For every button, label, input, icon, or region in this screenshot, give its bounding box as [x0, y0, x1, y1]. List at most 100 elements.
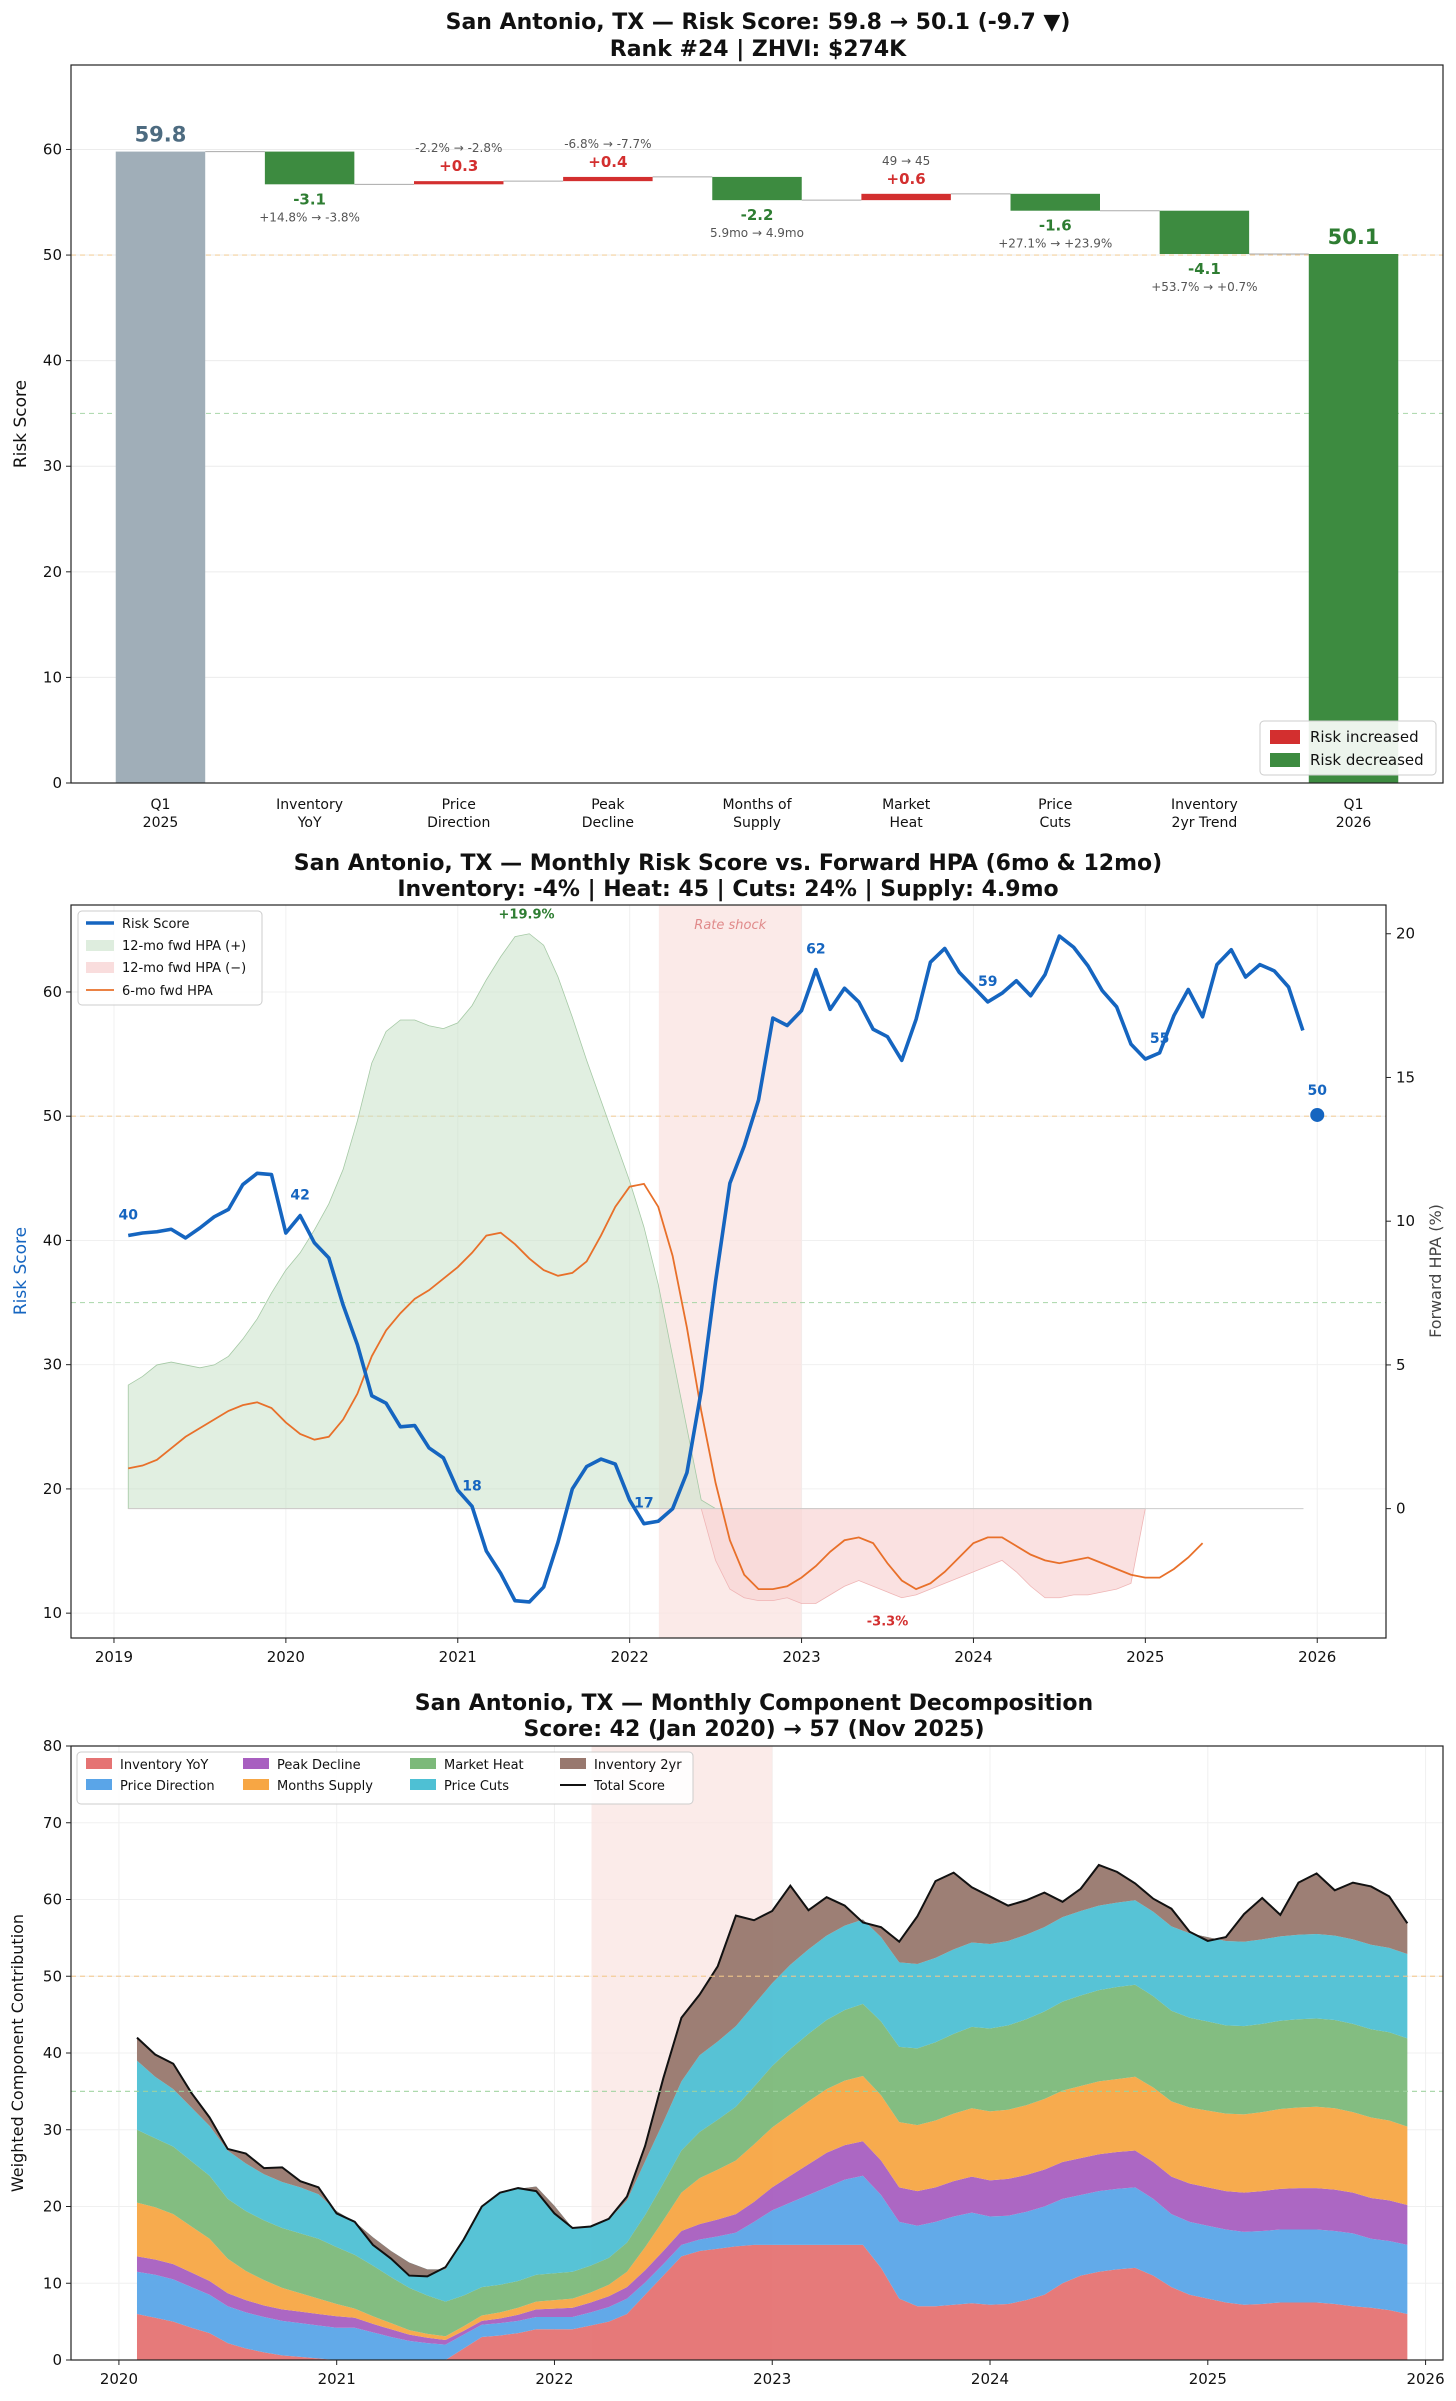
waterfall-start-value: 59.8 [135, 123, 187, 147]
line-x-tick-label: 2019 [95, 1648, 133, 1666]
line-y-tick-label: 50 [43, 1107, 62, 1125]
area-y-tick-label: 70 [43, 1814, 62, 1832]
waterfall-bar-start [115, 151, 206, 784]
line-y2-axis-label: Forward HPA (%) [1426, 1204, 1445, 1338]
rate-shock-label: Rate shock [694, 918, 766, 933]
area-legend-label: Months Supply [277, 1779, 373, 1794]
waterfall-bar-decrease [264, 151, 355, 185]
area-legend-label: Peak Decline [277, 1758, 361, 1773]
line-y2-tick-label: 0 [1396, 1500, 1406, 1518]
area-y-tick-label: 80 [43, 1737, 62, 1755]
waterfall-bar-end [1308, 254, 1399, 784]
waterfall-y-tick-label: 0 [52, 774, 62, 792]
waterfall-delta-label: +0.4 [588, 153, 627, 171]
waterfall-x-label: Months of Supply [722, 797, 792, 831]
area-series-price-cuts [136, 1900, 1408, 2302]
area-y-tick-label: 10 [43, 2274, 62, 2292]
waterfall-bar-increase [414, 181, 504, 185]
line-x-tick-label: 2023 [782, 1648, 820, 1666]
waterfall-x-label: Inventory YoY [276, 797, 343, 831]
area-legend-swatch [410, 1758, 436, 1769]
risk-score-annotation: 17 [634, 1496, 653, 1512]
waterfall-x-label: Inventory 2yr Trend [1171, 797, 1238, 831]
area-x-tick-label: 2020 [100, 2370, 138, 2388]
waterfall-delta-label: +0.3 [439, 157, 478, 175]
line-title-line1: San Antonio, TX — Monthly Risk Score vs.… [294, 851, 1162, 876]
risk-score-annotation: 62 [806, 942, 825, 958]
waterfall-change-note: +14.8% → -3.8% [259, 210, 360, 224]
area-title-line2: Score: 42 (Jan 2020) → 57 (Nov 2025) [523, 1717, 984, 1742]
line-x-tick-label: 2025 [1126, 1648, 1164, 1666]
hpa-extreme-label: -3.3% [867, 1615, 908, 1630]
legend-risk-increased-swatch [1270, 730, 1300, 744]
area-y-tick-label: 20 [43, 2198, 62, 2216]
waterfall-bar-decrease [1010, 193, 1100, 211]
waterfall-change-note: -6.8% → -7.7% [564, 137, 651, 151]
area-series-market-heat [136, 1984, 1408, 2337]
area-legend-label: Inventory 2yr [594, 1758, 682, 1773]
waterfall-y-tick-label: 10 [43, 668, 62, 686]
waterfall-y-tick-label: 30 [43, 457, 62, 475]
risk-score-annotation: 18 [462, 1478, 481, 1494]
legend-risk-increased: Risk increased [1310, 728, 1419, 746]
line-title-line2: Inventory: -4% | Heat: 45 | Cuts: 24% | … [397, 877, 1058, 902]
line-x-tick-label: 2026 [1298, 1648, 1336, 1666]
legend-risk-decreased: Risk decreased [1310, 751, 1424, 769]
waterfall-y-tick-label: 50 [43, 246, 62, 264]
area-legend-swatch [243, 1779, 269, 1790]
area-x-tick-label: 2026 [1406, 2370, 1444, 2388]
waterfall-change-note: +53.7% → +0.7% [1151, 280, 1257, 294]
line-x-tick-label: 2021 [439, 1648, 477, 1666]
waterfall-x-label: Price Cuts [1038, 797, 1072, 831]
line-x-tick-label: 2020 [267, 1648, 305, 1666]
waterfall-change-note: 5.9mo → 4.9mo [710, 226, 804, 240]
waterfall-x-label-start: Q1 2025 [143, 797, 179, 831]
risk-score-annotation: 55 [1150, 1031, 1169, 1047]
waterfall-y-tick-label: 60 [43, 140, 62, 158]
line-plot-frame [70, 904, 1387, 1639]
area-legend-label: Inventory YoY [120, 1758, 208, 1773]
component-decomposition-panel: San Antonio, TX — Monthly Component Deco… [8, 1691, 1445, 2388]
current-score-point [1310, 1107, 1325, 1122]
waterfall-bar-decrease [712, 176, 802, 201]
waterfall-change-note: -2.2% → -2.8% [415, 141, 502, 155]
waterfall-title-line2: Rank #24 | ZHVI: $274K [610, 37, 907, 62]
risk-score-annotation: 40 [118, 1207, 138, 1223]
waterfall-delta-label: -4.1 [1188, 260, 1221, 278]
area-x-tick-label: 2024 [971, 2370, 1009, 2388]
area-x-tick-label: 2021 [318, 2370, 356, 2388]
line-y2-tick-label: 10 [1396, 1212, 1415, 1230]
area-x-tick-label: 2023 [753, 2370, 791, 2388]
area-y-tick-label: 50 [43, 1967, 62, 1985]
area-x-tick-label: 2022 [535, 2370, 573, 2388]
hpa-6mo-line [128, 1182, 1204, 1591]
waterfall-x-label: Peak Decline [582, 797, 634, 831]
waterfall-x-label: Market Heat [882, 797, 931, 831]
area-legend-swatch [560, 1758, 586, 1769]
area-legend-label: Market Heat [444, 1758, 524, 1773]
total-score-line [136, 1863, 1409, 2278]
area-title-line1: San Antonio, TX — Monthly Component Deco… [415, 1691, 1093, 1716]
waterfall-delta-label: +0.6 [887, 170, 926, 188]
waterfall-bar-increase [563, 176, 653, 182]
line-y-tick-label: 20 [43, 1480, 62, 1498]
waterfall-y-tick-label: 20 [43, 563, 62, 581]
waterfall-x-label-end: Q1 2026 [1336, 797, 1372, 831]
line-y2-tick-label: 5 [1396, 1356, 1406, 1374]
waterfall-y-axis-label: Risk Score [11, 380, 31, 468]
line-y-tick-label: 60 [43, 983, 62, 1001]
hpa-extreme-label: +19.9% [499, 908, 555, 923]
legend-hpa-positive: 12-mo fwd HPA (+) [122, 939, 246, 954]
area-series-inventory-2yr [136, 1864, 1408, 2277]
line-y-tick-label: 40 [43, 1231, 62, 1249]
area-y-tick-label: 0 [52, 2351, 62, 2369]
waterfall-delta-label: -3.1 [293, 190, 326, 208]
waterfall-title-line1: San Antonio, TX — Risk Score: 59.8 → 50.… [446, 10, 1071, 35]
area-legend-label: Price Direction [120, 1779, 215, 1794]
waterfall-legend: Risk increased Risk decreased [1259, 720, 1437, 776]
area-y-tick-label: 30 [43, 2121, 62, 2139]
line-y-tick-label: 30 [43, 1356, 62, 1374]
area-legend-label: Price Cuts [444, 1779, 509, 1794]
area-series-months-supply [136, 2076, 1408, 2341]
line-legend: Risk Score 12-mo fwd HPA (+) 12-mo fwd H… [77, 910, 263, 1006]
